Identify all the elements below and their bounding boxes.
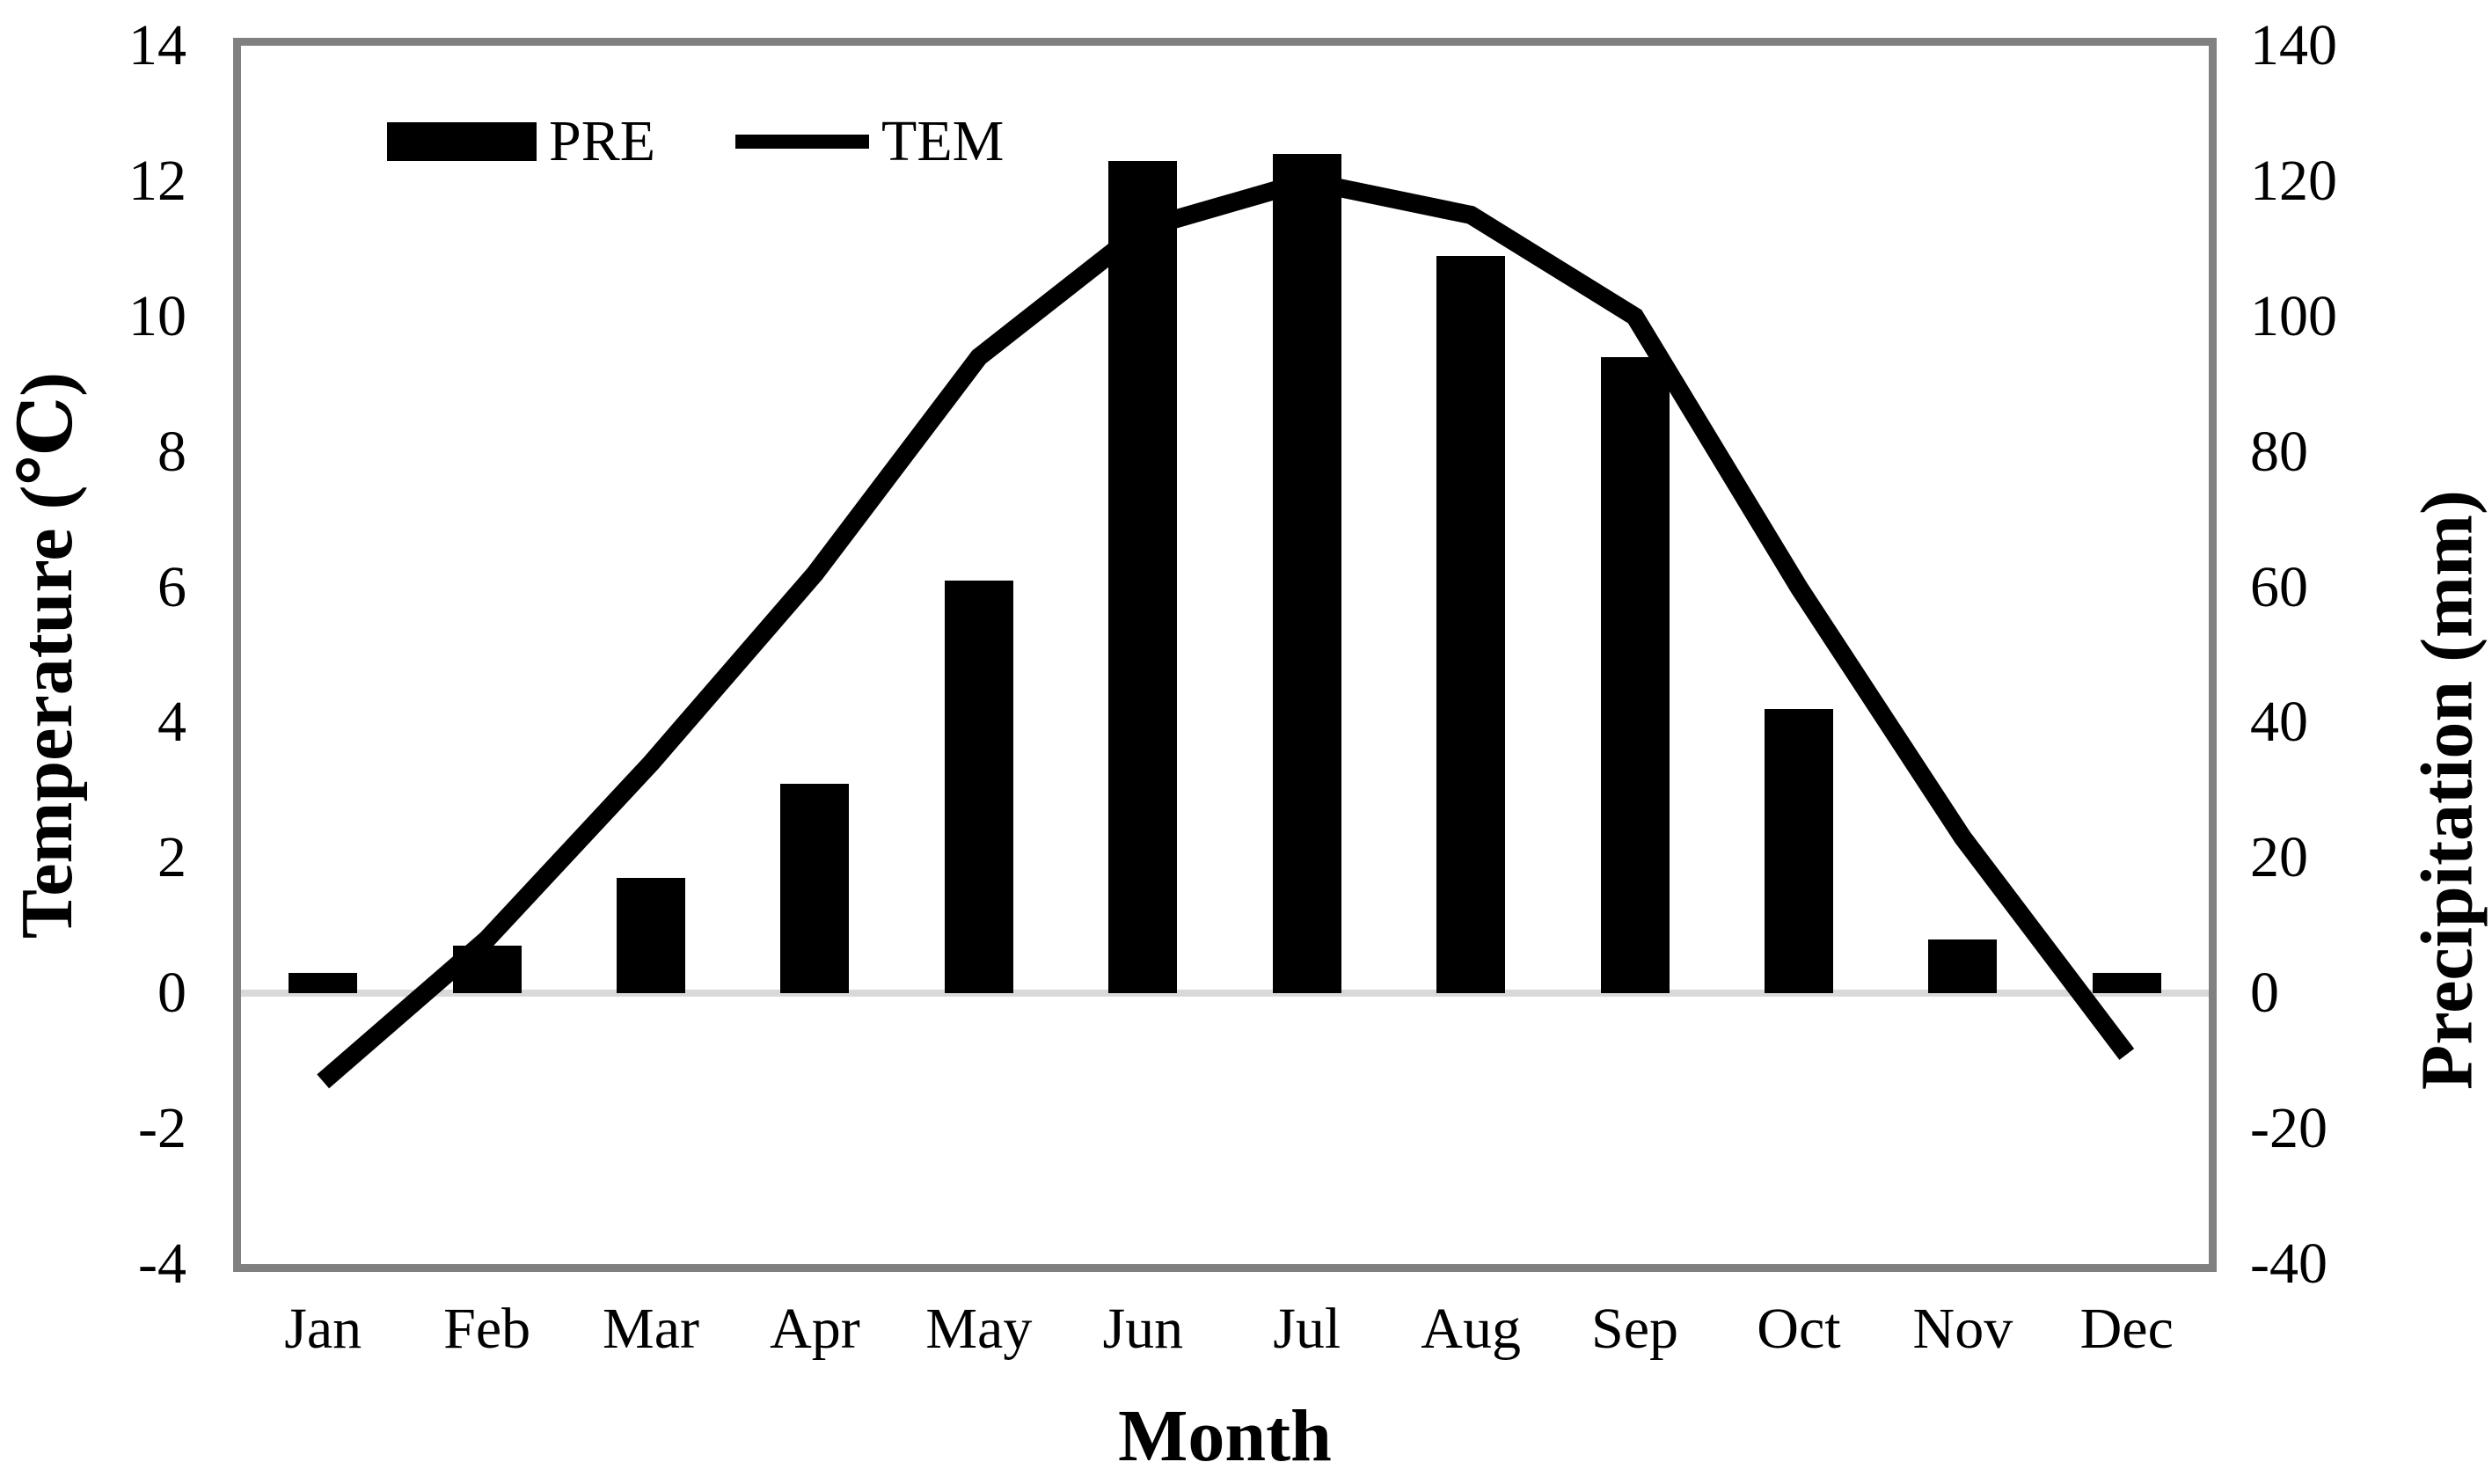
month-label-oct: Oct xyxy=(1757,1297,1841,1361)
legend-label-pre: PRE xyxy=(549,109,656,173)
x-axis-title: Month xyxy=(1118,1395,1332,1477)
right-tick-label: -20 xyxy=(2250,1096,2328,1161)
month-label-dec: Dec xyxy=(2079,1297,2174,1361)
bar-aug xyxy=(1436,255,1506,994)
month-label-jul: Jul xyxy=(1273,1297,1341,1361)
left-tick-label: 12 xyxy=(128,148,186,213)
legend-line-swatch-icon xyxy=(735,135,869,149)
right-tick-label: 0 xyxy=(2250,961,2279,1026)
bar-dec xyxy=(2092,973,2161,994)
left-tick-label: 4 xyxy=(157,690,186,755)
bar-may xyxy=(944,580,1013,994)
bar-mar xyxy=(617,878,686,994)
left-tick-label: 0 xyxy=(157,961,186,1026)
month-label-jun: Jun xyxy=(1102,1297,1184,1361)
left-tick-label: -4 xyxy=(138,1232,186,1296)
month-label-jan: Jan xyxy=(284,1297,362,1361)
month-label-may: May xyxy=(925,1297,1033,1361)
bar-nov xyxy=(1928,939,1998,994)
month-label-feb: Feb xyxy=(443,1297,531,1361)
bar-jun xyxy=(1108,160,1178,994)
bar-oct xyxy=(1764,709,1833,994)
bar-jan xyxy=(289,973,358,994)
left-tick-label: 10 xyxy=(128,283,186,348)
tem-line xyxy=(317,172,2135,1089)
legend-bar-swatch-icon xyxy=(387,122,537,161)
bar-jul xyxy=(1272,154,1341,994)
plot-frame xyxy=(233,38,2217,1272)
month-label-apr: Apr xyxy=(770,1297,860,1361)
left-axis-title: Temperature (℃) xyxy=(6,371,88,939)
right-axis-title: Precipitation (mm) xyxy=(2406,490,2488,1091)
bar-apr xyxy=(780,783,850,994)
right-tick-label: 60 xyxy=(2250,554,2308,619)
left-tick-label: 8 xyxy=(157,419,186,484)
right-tick-label: 140 xyxy=(2250,13,2337,77)
month-label-aug: Aug xyxy=(1421,1297,1521,1361)
left-tick-label: 14 xyxy=(128,13,186,77)
legend-label-tem: TEM xyxy=(881,109,1005,173)
left-tick-label: 2 xyxy=(157,825,186,890)
month-label-mar: Mar xyxy=(603,1297,700,1361)
left-tick-label: 6 xyxy=(157,554,186,619)
month-label-sep: Sep xyxy=(1591,1297,1679,1361)
right-tick-label: 80 xyxy=(2250,419,2308,484)
right-tick-label: 40 xyxy=(2250,690,2308,755)
right-tick-label: 120 xyxy=(2250,148,2337,213)
left-tick-label: -2 xyxy=(138,1096,186,1161)
bar-sep xyxy=(1600,356,1670,994)
right-tick-label: -40 xyxy=(2250,1232,2328,1296)
month-label-nov: Nov xyxy=(1912,1297,2013,1361)
right-tick-label: 20 xyxy=(2250,825,2308,890)
zero-gridline xyxy=(241,990,2209,998)
right-tick-label: 100 xyxy=(2250,283,2337,348)
